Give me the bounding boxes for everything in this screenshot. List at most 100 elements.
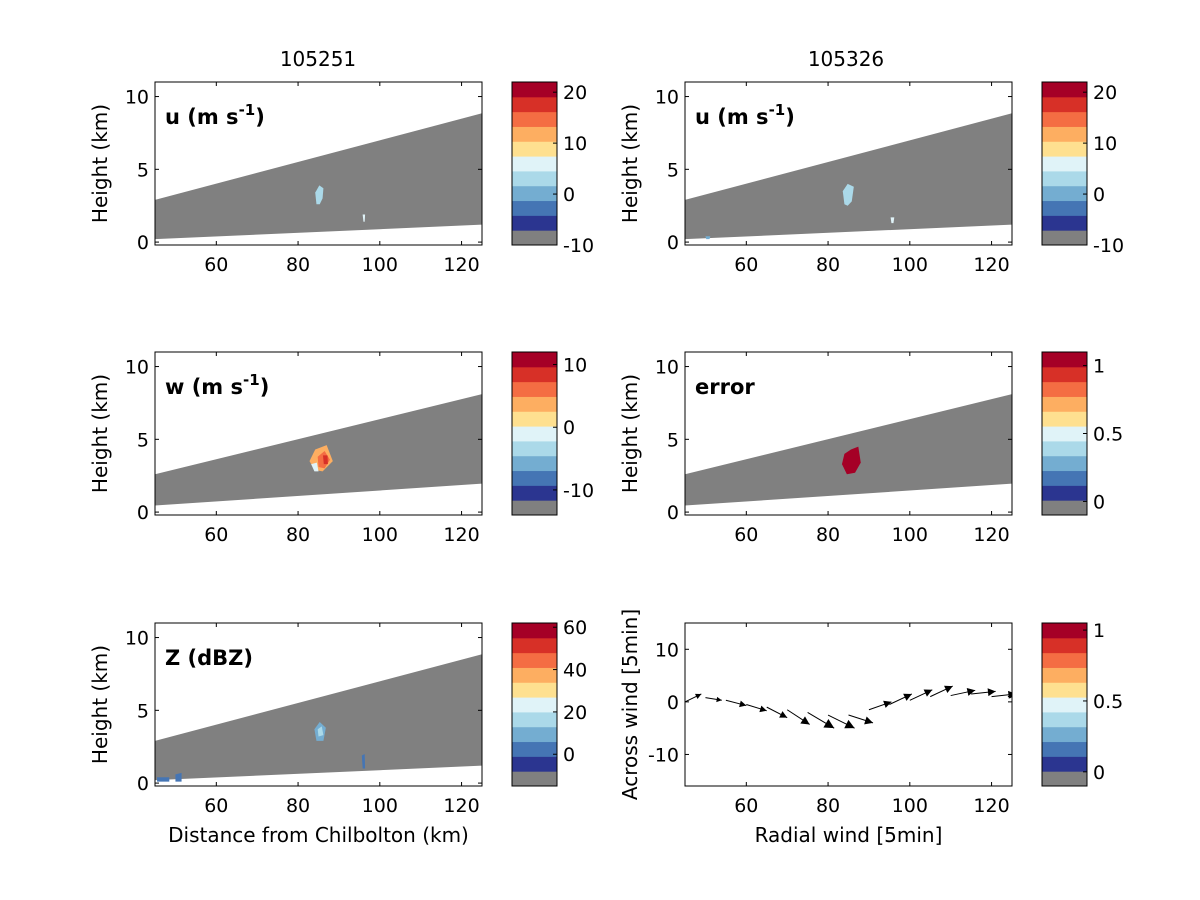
colorbar-segment [1042,623,1087,639]
colorbar-z-105251: 0 20 40 60 [511,617,587,787]
x-axis-label: Radial wind [5min] [755,823,943,847]
colorbar-segment [1042,366,1087,383]
x-tick-label: 100 [892,254,928,276]
panel-label-main: u (m s [695,105,769,129]
y-tick-label: 5 [137,429,149,451]
colorbar-error-105326: 00.51 [1041,351,1123,516]
plot-area [155,394,482,506]
axes-frame [684,351,1013,516]
colorbar-segment [1042,170,1087,187]
colorbar-segment [1042,200,1087,216]
wind-arrowhead [739,700,747,708]
colorbar-segment [512,156,557,172]
scan-swath [685,394,1012,506]
colorbar-tick-label: 20 [563,82,587,104]
colorbar-frame [511,351,558,516]
wind-arrowhead [844,719,855,729]
colorbar-segment [1042,711,1087,728]
colorbar-w-105251: -10 0 10 [511,351,594,516]
y-tick-label: 5 [137,700,149,722]
colorbar-frame [1041,622,1088,787]
colorbar-tick-label: 1 [1093,356,1105,378]
plot-area [155,654,482,782]
panel-z-105251: 60 80 100 120 0 5 10 Height (km) Distance from C… [88,622,483,847]
echo-region [322,455,328,465]
x-tick-label: 80 [286,524,310,546]
colorbar-segment [512,215,557,231]
colorbar-tick-label: 20 [1093,82,1117,104]
colorbar-tick-label: 10 [1093,133,1117,155]
colorbar-segment [512,352,557,368]
x-tick-label: 120 [443,795,479,817]
colorbar-segment [1042,111,1087,127]
echo-region [361,753,366,769]
colorbar-segment [1042,756,1087,772]
colorbar-tick-label: -10 [563,235,594,257]
y-axis-label: Height (km) [618,104,642,223]
echo-region [890,217,895,224]
colorbar-segment [1042,230,1087,246]
axes-frame [154,81,483,246]
echo-region [362,214,366,222]
y-tick-label: 10 [125,357,149,379]
colorbar-segment [512,230,557,246]
colorbar-segment [512,652,557,668]
panel-label: u (m s-1) [695,101,795,129]
colorbar-tick-label: 0 [563,184,575,206]
colorbar-segment [1042,396,1087,412]
scan-swath [155,654,482,781]
colorbar-segment [1042,500,1087,516]
colorbar-frame [511,81,558,246]
colorbar-segment [512,711,557,728]
colorbar-segment [1042,96,1087,113]
y-tick-label: 5 [667,159,679,181]
plot-area [685,394,1012,506]
plot-area [155,113,482,240]
x-tick-label: 60 [734,254,758,276]
colorbar-segment [1042,352,1087,368]
colorbar-u-105251: -10 0 10 20 [511,81,594,257]
y-tick-label: 5 [137,159,149,181]
colorbar-segment [1042,697,1087,713]
panel-label: u (m s-1) [165,101,265,129]
x-tick-label: 80 [816,524,840,546]
colorbar-u-105326: -10 0 10 20 [1041,81,1124,257]
colorbar-tick-label: 0 [1093,762,1105,784]
panel-label-sup: -1 [239,101,256,119]
plot-area [685,113,1012,240]
x-tick-label: 60 [734,795,758,817]
y-tick-label: 10 [655,639,679,661]
colorbar-segment [1042,185,1087,202]
colorbar-tick-label: 0.5 [1093,424,1123,446]
colorbar-segment [512,455,557,472]
colorbar-segment [512,485,557,501]
x-tick-label: 100 [362,795,398,817]
colorbar-segment [512,500,557,516]
colorbar-segment [1042,652,1087,668]
wind-arrowhead [716,696,722,703]
y-tick-label: -10 [648,744,679,766]
colorbar-segment [512,667,557,683]
panel-label-main: u (m s [165,105,239,129]
colorbar-segment [512,126,557,142]
x-tick-label: 60 [204,795,228,817]
panel-error-105326: 60 80 100 120 0 5 10 Height (km) error [618,351,1013,546]
colorbar-segment [1042,741,1087,757]
plot-area [685,685,1012,729]
y-tick-label: 10 [655,87,679,109]
x-tick-label: 120 [973,795,1009,817]
colorbar-tick-label: 10 [563,133,587,155]
echo-region [311,462,319,472]
colorbar-segment [512,637,557,654]
colorbar-segment [512,440,557,457]
wind-arrowhead [1009,693,1012,699]
colorbar-segment [1042,455,1087,472]
axes-frame [684,81,1013,246]
x-tick-label: 80 [286,254,310,276]
colorbar-segment [1042,440,1087,457]
colorbar-frame [511,622,558,787]
x-tick-label: 60 [204,524,228,546]
colorbar-segment [1042,682,1087,698]
colorbar-segment [1042,411,1087,427]
